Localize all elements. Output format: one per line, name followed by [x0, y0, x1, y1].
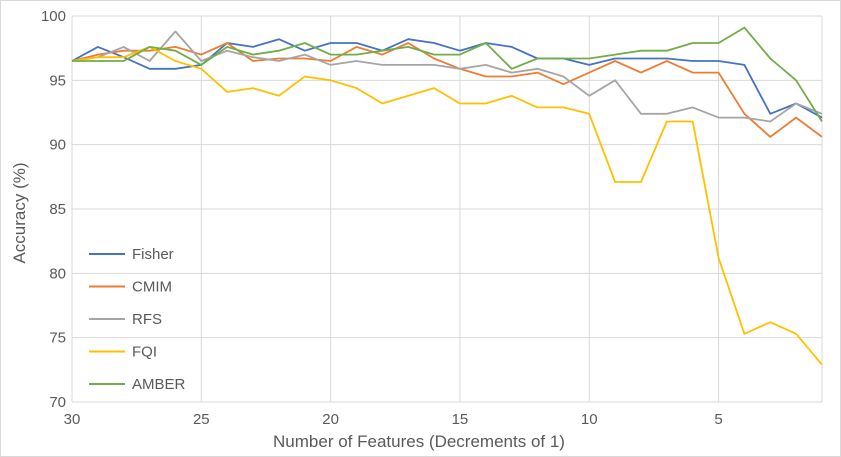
legend-label: AMBER — [132, 376, 186, 393]
legend-label: Fisher — [132, 246, 174, 263]
x-tick-label: 25 — [193, 411, 210, 428]
x-tick-label: 5 — [714, 411, 722, 428]
y-tick-label: 100 — [41, 8, 66, 25]
y-tick-label: 90 — [49, 137, 66, 154]
x-tick-label: 15 — [452, 411, 469, 428]
x-tick-label: 10 — [581, 411, 598, 428]
series-lines — [71, 26, 823, 366]
series-line-fqi — [71, 46, 823, 366]
y-axis-title: Accuracy (%) — [10, 162, 29, 263]
series-line-amber — [72, 26, 823, 122]
legend: Fisher CMIM RFS FQI AMBER — [89, 246, 186, 393]
y-tick-label: 75 — [49, 330, 66, 347]
x-tick-label: 30 — [64, 411, 81, 428]
y-tick-label: 95 — [49, 72, 66, 89]
series-line-rfs — [71, 30, 823, 123]
legend-label: CMIM — [132, 279, 172, 296]
y-tick-labels: 70 75 80 85 90 95 100 — [41, 8, 66, 411]
x-axis-title: Number of Features (Decrements of 1) — [273, 432, 565, 451]
y-tick-label: 85 — [49, 201, 66, 218]
series-line-cmim — [71, 42, 823, 138]
gridlines — [71, 15, 823, 403]
y-tick-label: 80 — [49, 265, 66, 282]
legend-label: FQI — [132, 344, 157, 361]
series-line-fisher — [71, 38, 823, 119]
x-tick-label: 20 — [322, 411, 339, 428]
legend-label: RFS — [132, 311, 162, 328]
x-tick-labels: 30 25 20 15 10 5 — [64, 411, 723, 428]
y-tick-label: 70 — [49, 394, 66, 411]
